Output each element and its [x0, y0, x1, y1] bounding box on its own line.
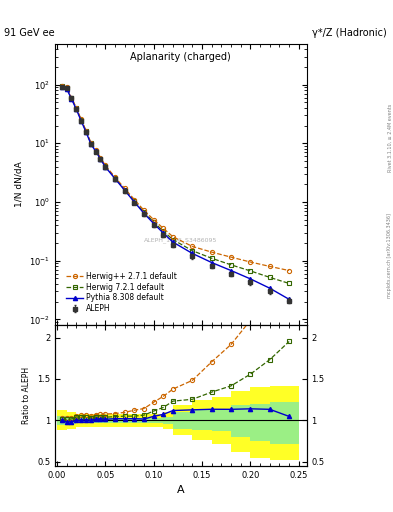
- Herwig 7.2.1 default: [151, 219, 156, 225]
- Herwig 7.2.1 default: [93, 147, 98, 154]
- Pythia 8.308 default: [79, 118, 83, 124]
- Herwig++ 2.7.1 default: [267, 263, 272, 269]
- Pythia 8.308 default: [287, 296, 292, 303]
- Herwig 7.2.1 default: [209, 255, 214, 261]
- Herwig++ 2.7.1 default: [98, 155, 103, 161]
- Line: Herwig++ 2.7.1 default: Herwig++ 2.7.1 default: [60, 84, 291, 272]
- Herwig 7.2.1 default: [132, 198, 137, 204]
- Pythia 8.308 default: [229, 267, 233, 273]
- X-axis label: A: A: [177, 485, 185, 495]
- Herwig 7.2.1 default: [88, 140, 93, 146]
- Herwig++ 2.7.1 default: [64, 84, 69, 90]
- Herwig 7.2.1 default: [122, 186, 127, 193]
- Pythia 8.308 default: [69, 96, 74, 102]
- Pythia 8.308 default: [141, 210, 146, 217]
- Pythia 8.308 default: [171, 239, 175, 245]
- Text: ALEPH_1996_S3486095: ALEPH_1996_S3486095: [144, 238, 217, 244]
- Herwig 7.2.1 default: [287, 281, 292, 287]
- Pythia 8.308 default: [113, 176, 118, 182]
- Legend: Herwig++ 2.7.1 default, Herwig 7.2.1 default, Pythia 8.308 default, ALEPH: Herwig++ 2.7.1 default, Herwig 7.2.1 def…: [64, 269, 179, 316]
- Herwig 7.2.1 default: [69, 95, 74, 101]
- Herwig++ 2.7.1 default: [209, 249, 214, 255]
- Herwig 7.2.1 default: [161, 228, 166, 234]
- Herwig 7.2.1 default: [229, 262, 233, 268]
- Y-axis label: Ratio to ALEPH: Ratio to ALEPH: [22, 367, 31, 424]
- Herwig++ 2.7.1 default: [88, 139, 93, 145]
- Herwig 7.2.1 default: [113, 175, 118, 181]
- Pythia 8.308 default: [88, 141, 93, 147]
- Herwig 7.2.1 default: [103, 163, 108, 169]
- Herwig++ 2.7.1 default: [132, 197, 137, 203]
- Pythia 8.308 default: [103, 164, 108, 170]
- Pythia 8.308 default: [93, 148, 98, 155]
- Herwig 7.2.1 default: [59, 83, 64, 90]
- Herwig 7.2.1 default: [64, 85, 69, 91]
- Pythia 8.308 default: [132, 199, 137, 205]
- Pythia 8.308 default: [98, 156, 103, 162]
- Herwig++ 2.7.1 default: [151, 217, 156, 223]
- Pythia 8.308 default: [64, 86, 69, 92]
- Pythia 8.308 default: [122, 187, 127, 194]
- Text: Rivet 3.1.10, ≥ 2.4M events: Rivet 3.1.10, ≥ 2.4M events: [387, 104, 392, 173]
- Herwig++ 2.7.1 default: [74, 105, 79, 111]
- Text: Aplanarity (charged): Aplanarity (charged): [130, 52, 231, 62]
- Pythia 8.308 default: [209, 260, 214, 266]
- Herwig 7.2.1 default: [84, 128, 88, 134]
- Line: Pythia 8.308 default: Pythia 8.308 default: [60, 84, 291, 302]
- Herwig++ 2.7.1 default: [229, 254, 233, 260]
- Pythia 8.308 default: [59, 83, 64, 90]
- Herwig 7.2.1 default: [74, 105, 79, 111]
- Pythia 8.308 default: [248, 276, 253, 282]
- Herwig++ 2.7.1 default: [103, 162, 108, 168]
- Text: 91 GeV ee: 91 GeV ee: [4, 28, 55, 38]
- Herwig++ 2.7.1 default: [79, 116, 83, 122]
- Herwig++ 2.7.1 default: [59, 83, 64, 89]
- Line: Herwig 7.2.1 default: Herwig 7.2.1 default: [60, 84, 291, 286]
- Text: mcplots.cern.ch [arXiv:1306.3436]: mcplots.cern.ch [arXiv:1306.3436]: [387, 214, 392, 298]
- Text: γ*/Z (Hadronic): γ*/Z (Hadronic): [312, 28, 387, 38]
- Herwig 7.2.1 default: [79, 117, 83, 123]
- Herwig++ 2.7.1 default: [287, 267, 292, 273]
- Y-axis label: 1/N dN/dA: 1/N dN/dA: [15, 161, 24, 207]
- Herwig++ 2.7.1 default: [141, 207, 146, 214]
- Herwig 7.2.1 default: [190, 248, 195, 254]
- Pythia 8.308 default: [267, 285, 272, 291]
- Herwig 7.2.1 default: [171, 237, 175, 243]
- Herwig 7.2.1 default: [248, 268, 253, 274]
- Herwig++ 2.7.1 default: [113, 174, 118, 180]
- Herwig 7.2.1 default: [267, 274, 272, 281]
- Herwig++ 2.7.1 default: [190, 243, 195, 249]
- Herwig++ 2.7.1 default: [69, 95, 74, 101]
- Pythia 8.308 default: [84, 129, 88, 135]
- Herwig++ 2.7.1 default: [248, 259, 253, 265]
- Herwig++ 2.7.1 default: [84, 127, 88, 134]
- Pythia 8.308 default: [161, 230, 166, 236]
- Herwig++ 2.7.1 default: [122, 185, 127, 191]
- Herwig 7.2.1 default: [141, 209, 146, 215]
- Herwig 7.2.1 default: [98, 156, 103, 162]
- Herwig++ 2.7.1 default: [161, 225, 166, 231]
- Herwig++ 2.7.1 default: [171, 234, 175, 240]
- Pythia 8.308 default: [74, 106, 79, 112]
- Pythia 8.308 default: [190, 250, 195, 257]
- Pythia 8.308 default: [151, 221, 156, 227]
- Herwig++ 2.7.1 default: [93, 147, 98, 153]
